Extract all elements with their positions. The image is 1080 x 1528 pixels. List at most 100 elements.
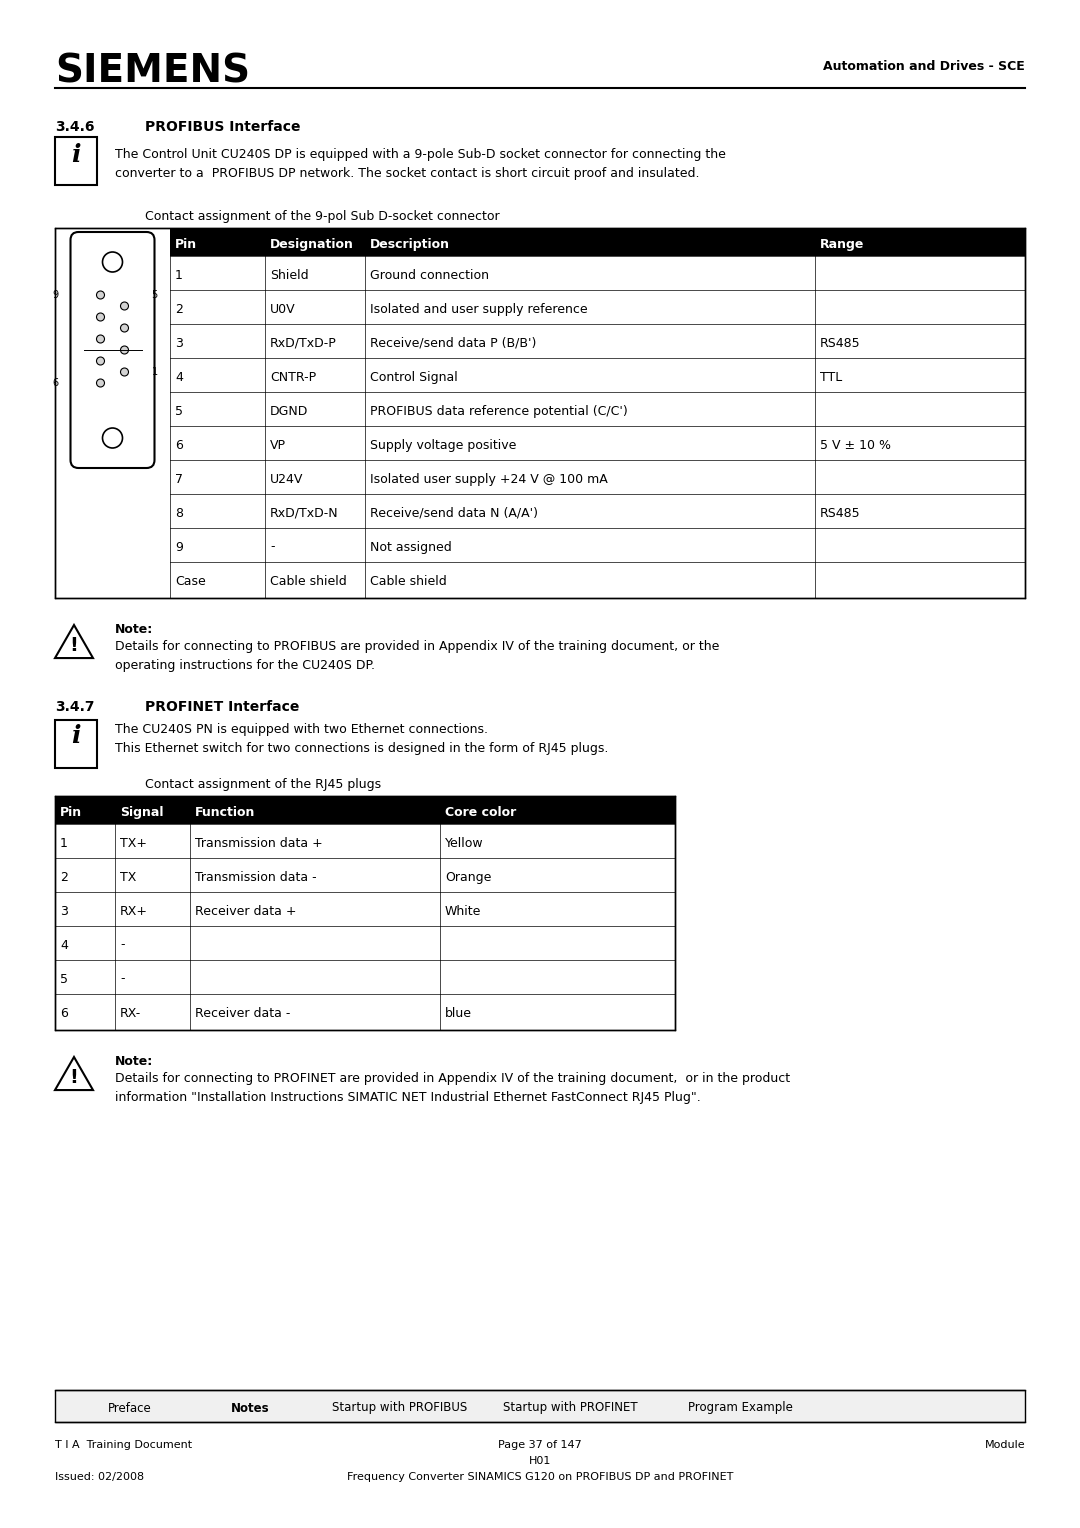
Text: Pin: Pin <box>60 805 82 819</box>
Polygon shape <box>55 625 93 659</box>
Text: The CU240S PN is equipped with two Ethernet connections.
This Ethernet switch fo: The CU240S PN is equipped with two Ether… <box>114 723 608 755</box>
Text: DGND: DGND <box>270 405 309 417</box>
Text: 5: 5 <box>151 290 158 299</box>
Text: The Control Unit CU240S DP is equipped with a 9-pole Sub-D socket connector for : The Control Unit CU240S DP is equipped w… <box>114 148 726 180</box>
Text: blue: blue <box>445 1007 472 1019</box>
Text: Cable shield: Cable shield <box>270 575 347 587</box>
Text: 7: 7 <box>175 472 183 486</box>
Text: 3: 3 <box>175 336 183 350</box>
Text: White: White <box>445 905 482 917</box>
Text: TX+: TX+ <box>120 836 147 850</box>
Text: Control Signal: Control Signal <box>370 370 458 384</box>
Text: Core color: Core color <box>445 805 516 819</box>
Text: Startup with PROFINET: Startup with PROFINET <box>502 1401 637 1415</box>
FancyBboxPatch shape <box>70 232 154 468</box>
Text: RX+: RX+ <box>120 905 148 917</box>
Text: i: i <box>71 144 81 167</box>
Text: Details for connecting to PROFINET are provided in Appendix IV of the training d: Details for connecting to PROFINET are p… <box>114 1073 791 1105</box>
Text: Function: Function <box>195 805 255 819</box>
Text: Shield: Shield <box>270 269 309 281</box>
Polygon shape <box>55 1057 93 1089</box>
Text: Note:: Note: <box>114 1054 153 1068</box>
Circle shape <box>121 345 129 354</box>
Bar <box>55 228 1025 597</box>
Text: Automation and Drives - SCE: Automation and Drives - SCE <box>823 60 1025 73</box>
Text: Receiver data -: Receiver data - <box>195 1007 291 1019</box>
Text: 8: 8 <box>175 506 183 520</box>
Text: Contact assignment of the 9-pol Sub D-socket connector: Contact assignment of the 9-pol Sub D-so… <box>145 209 500 223</box>
Circle shape <box>96 313 105 321</box>
Text: 4: 4 <box>60 938 68 952</box>
Circle shape <box>96 379 105 387</box>
Text: 5: 5 <box>60 972 68 986</box>
Text: Yellow: Yellow <box>445 836 484 850</box>
Text: -: - <box>120 972 124 986</box>
Text: 9: 9 <box>175 541 183 553</box>
Text: RxD/TxD-N: RxD/TxD-N <box>270 506 339 520</box>
Circle shape <box>121 324 129 332</box>
Circle shape <box>121 303 129 310</box>
Text: 4: 4 <box>175 370 183 384</box>
Text: Notes: Notes <box>231 1401 269 1415</box>
Text: 3.4.7: 3.4.7 <box>55 700 95 714</box>
Text: 6: 6 <box>52 377 58 388</box>
Text: 2: 2 <box>175 303 183 315</box>
Text: Transmission data +: Transmission data + <box>195 836 323 850</box>
Text: Page 37 of 147: Page 37 of 147 <box>498 1439 582 1450</box>
Text: Ground connection: Ground connection <box>370 269 489 281</box>
Text: 9: 9 <box>52 290 58 299</box>
Text: i: i <box>71 724 81 749</box>
Text: Range: Range <box>820 237 864 251</box>
Text: RS485: RS485 <box>820 506 861 520</box>
Text: 1: 1 <box>175 269 183 281</box>
Text: SIEMENS: SIEMENS <box>55 52 251 90</box>
Text: TX: TX <box>120 871 136 883</box>
Text: 2: 2 <box>60 871 68 883</box>
Text: Orange: Orange <box>445 871 491 883</box>
Text: RX-: RX- <box>120 1007 141 1019</box>
Circle shape <box>103 252 122 272</box>
Text: 5: 5 <box>175 405 183 417</box>
Text: Case: Case <box>175 575 206 587</box>
Text: 3: 3 <box>60 905 68 917</box>
Circle shape <box>96 335 105 342</box>
Text: 6: 6 <box>175 439 183 451</box>
Text: 1: 1 <box>60 836 68 850</box>
Bar <box>170 228 1025 257</box>
Text: Issued: 02/2008: Issued: 02/2008 <box>55 1471 144 1482</box>
Text: RS485: RS485 <box>820 336 861 350</box>
Text: Preface: Preface <box>108 1401 152 1415</box>
Text: Startup with PROFIBUS: Startup with PROFIBUS <box>333 1401 468 1415</box>
Text: Designation: Designation <box>270 237 354 251</box>
Circle shape <box>96 358 105 365</box>
Text: Details for connecting to PROFIBUS are provided in Appendix IV of the training d: Details for connecting to PROFIBUS are p… <box>114 640 719 672</box>
Text: RxD/TxD-P: RxD/TxD-P <box>270 336 337 350</box>
Text: Description: Description <box>370 237 450 251</box>
Text: Cable shield: Cable shield <box>370 575 447 587</box>
Text: !: ! <box>69 1068 79 1088</box>
Circle shape <box>121 368 129 376</box>
Text: Receive/send data P (B/B'): Receive/send data P (B/B') <box>370 336 537 350</box>
Text: Supply voltage positive: Supply voltage positive <box>370 439 516 451</box>
Circle shape <box>103 428 122 448</box>
Text: VP: VP <box>270 439 286 451</box>
Text: 6: 6 <box>60 1007 68 1019</box>
Text: U24V: U24V <box>270 472 303 486</box>
Text: PROFIBUS Interface: PROFIBUS Interface <box>145 121 300 134</box>
Text: Receive/send data N (A/A'): Receive/send data N (A/A') <box>370 506 538 520</box>
Bar <box>55 1390 1025 1423</box>
Text: -: - <box>270 541 274 553</box>
Text: Isolated and user supply reference: Isolated and user supply reference <box>370 303 588 315</box>
Text: !: ! <box>69 636 79 656</box>
Text: TTL: TTL <box>820 370 842 384</box>
Text: 5 V ± 10 %: 5 V ± 10 % <box>820 439 891 451</box>
Text: Not assigned: Not assigned <box>370 541 451 553</box>
Text: 1: 1 <box>151 367 158 377</box>
Text: Pin: Pin <box>175 237 198 251</box>
Bar <box>55 796 675 1030</box>
FancyBboxPatch shape <box>55 138 97 185</box>
Text: Note:: Note: <box>114 623 153 636</box>
Text: U0V: U0V <box>270 303 296 315</box>
Text: -: - <box>120 938 124 952</box>
Text: T I A  Training Document: T I A Training Document <box>55 1439 192 1450</box>
